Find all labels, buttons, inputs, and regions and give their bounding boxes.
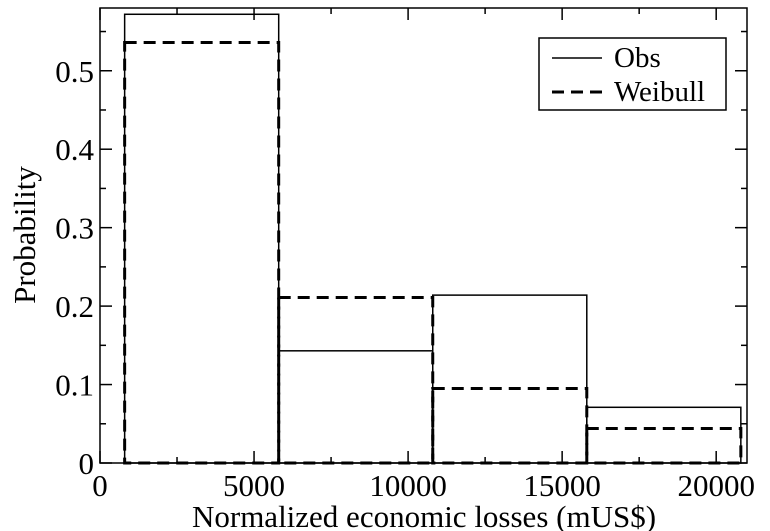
legend-box [538, 37, 727, 111]
bar-weibull-1 [277, 295, 435, 465]
bar-weibull-2 [431, 386, 589, 465]
legend: Obs Weibull [538, 37, 727, 111]
axis-ticks [99, 8, 747, 464]
tick-labels: 0 5000 10000 15000 20000 0 0.1 0.2 0.3 0.4 0.5 [55, 54, 755, 503]
x-tick-label: 20000 [677, 468, 755, 503]
y-tick-label: 0.1 [55, 368, 94, 403]
y-tick-label: 0.3 [55, 211, 94, 246]
y-tick-label: 0 [79, 446, 95, 481]
bar-obs-3 [586, 406, 742, 464]
histogram-bars [123, 13, 743, 465]
bar-weibull-0 [123, 41, 281, 465]
x-tick-label: 5000 [223, 468, 285, 503]
legend-label-obs: Obs [614, 42, 661, 74]
bar-obs-2 [431, 294, 588, 464]
x-tick-label: 15000 [523, 468, 601, 503]
bar-obs-1 [277, 350, 434, 464]
x-axis-title: Normalized economic losses (mUS$) [192, 499, 656, 531]
x-tick-label: 10000 [369, 468, 447, 503]
y-tick-label: 0.2 [55, 289, 94, 324]
bar-obs-0 [123, 13, 280, 464]
y-axis-title: Probability [7, 166, 42, 304]
y-tick-label: 0.5 [55, 54, 94, 89]
y-tick-label: 0.4 [55, 132, 94, 167]
x-tick-label: 0 [92, 468, 108, 503]
bar-weibull-3 [585, 426, 743, 465]
legend-label-weibull: Weibull [614, 76, 705, 108]
